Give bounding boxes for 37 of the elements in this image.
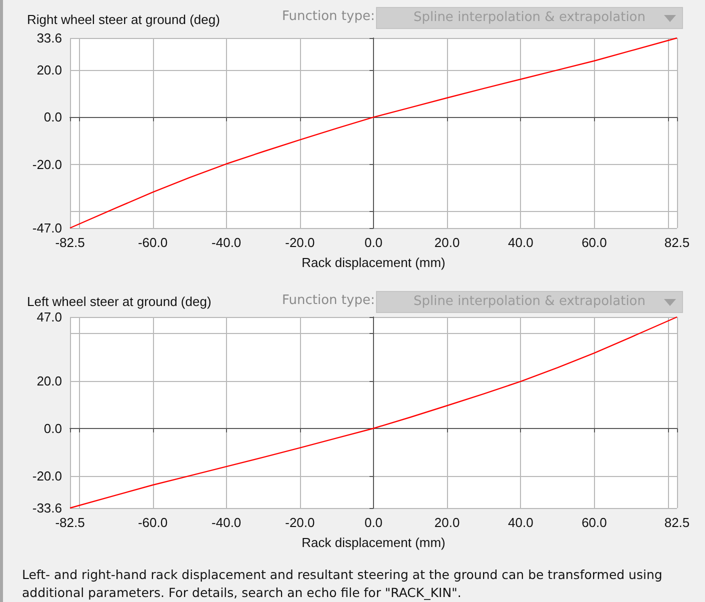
- x-tick-label: -60.0: [138, 515, 168, 530]
- x-tick-label: 40.0: [508, 515, 534, 530]
- chart-title: Right wheel steer at ground (deg): [27, 12, 220, 27]
- text: Function type:: [282, 293, 375, 308]
- line-series: [69, 37, 678, 229]
- x-tick-label: -20.0: [285, 235, 315, 250]
- x-tick-label: 60.0: [582, 235, 607, 250]
- x-tick-label: 20.0: [434, 235, 460, 250]
- y-tick-label: 47.0: [36, 310, 62, 324]
- y-tick-label: 0.0: [44, 110, 62, 125]
- x-tick-label: 0.0: [364, 515, 383, 530]
- y-tick-label: 33.6: [36, 30, 62, 46]
- line-series: [69, 316, 678, 509]
- x-tick-label: -40.0: [212, 515, 242, 530]
- y-tick-label: 0.0: [44, 420, 62, 436]
- x-axis-title: Rack displacement (mm): [302, 255, 446, 270]
- x-tick-label: 82.5: [664, 515, 690, 530]
- x-tick-label: 40.0: [508, 235, 534, 250]
- y-tick-label: 20.0: [36, 373, 62, 388]
- x-tick-label: -20.0: [285, 515, 315, 530]
- y-tick-label: 20.0: [36, 62, 62, 78]
- chart-title: Left wheel steer at ground (deg): [27, 294, 212, 309]
- text: Function type:: [282, 9, 375, 24]
- x-tick-label: 0.0: [364, 235, 383, 250]
- x-tick-label: -82.5: [55, 235, 85, 250]
- x-tick-label: 60.0: [582, 515, 607, 530]
- x-tick-label: -60.0: [138, 235, 168, 250]
- x-tick-label: 20.0: [434, 515, 460, 530]
- y-tick-label: -20.0: [32, 468, 62, 484]
- text: Left- and right-hand rack displacement and resultant steering at the ground can be transformed using additional parameters. For details, search an echo file for "RACK_KIN".: [22, 566, 664, 602]
- y-tick-label: -33.6: [32, 500, 62, 516]
- x-axis-title: Rack displacement (mm): [302, 535, 446, 550]
- x-tick-label: 82.5: [664, 235, 690, 250]
- x-tick-label: -82.5: [55, 515, 85, 530]
- y-tick-label: -47.0: [32, 220, 62, 236]
- y-tick-label: -20.0: [32, 156, 62, 172]
- x-tick-label: -40.0: [212, 235, 242, 250]
